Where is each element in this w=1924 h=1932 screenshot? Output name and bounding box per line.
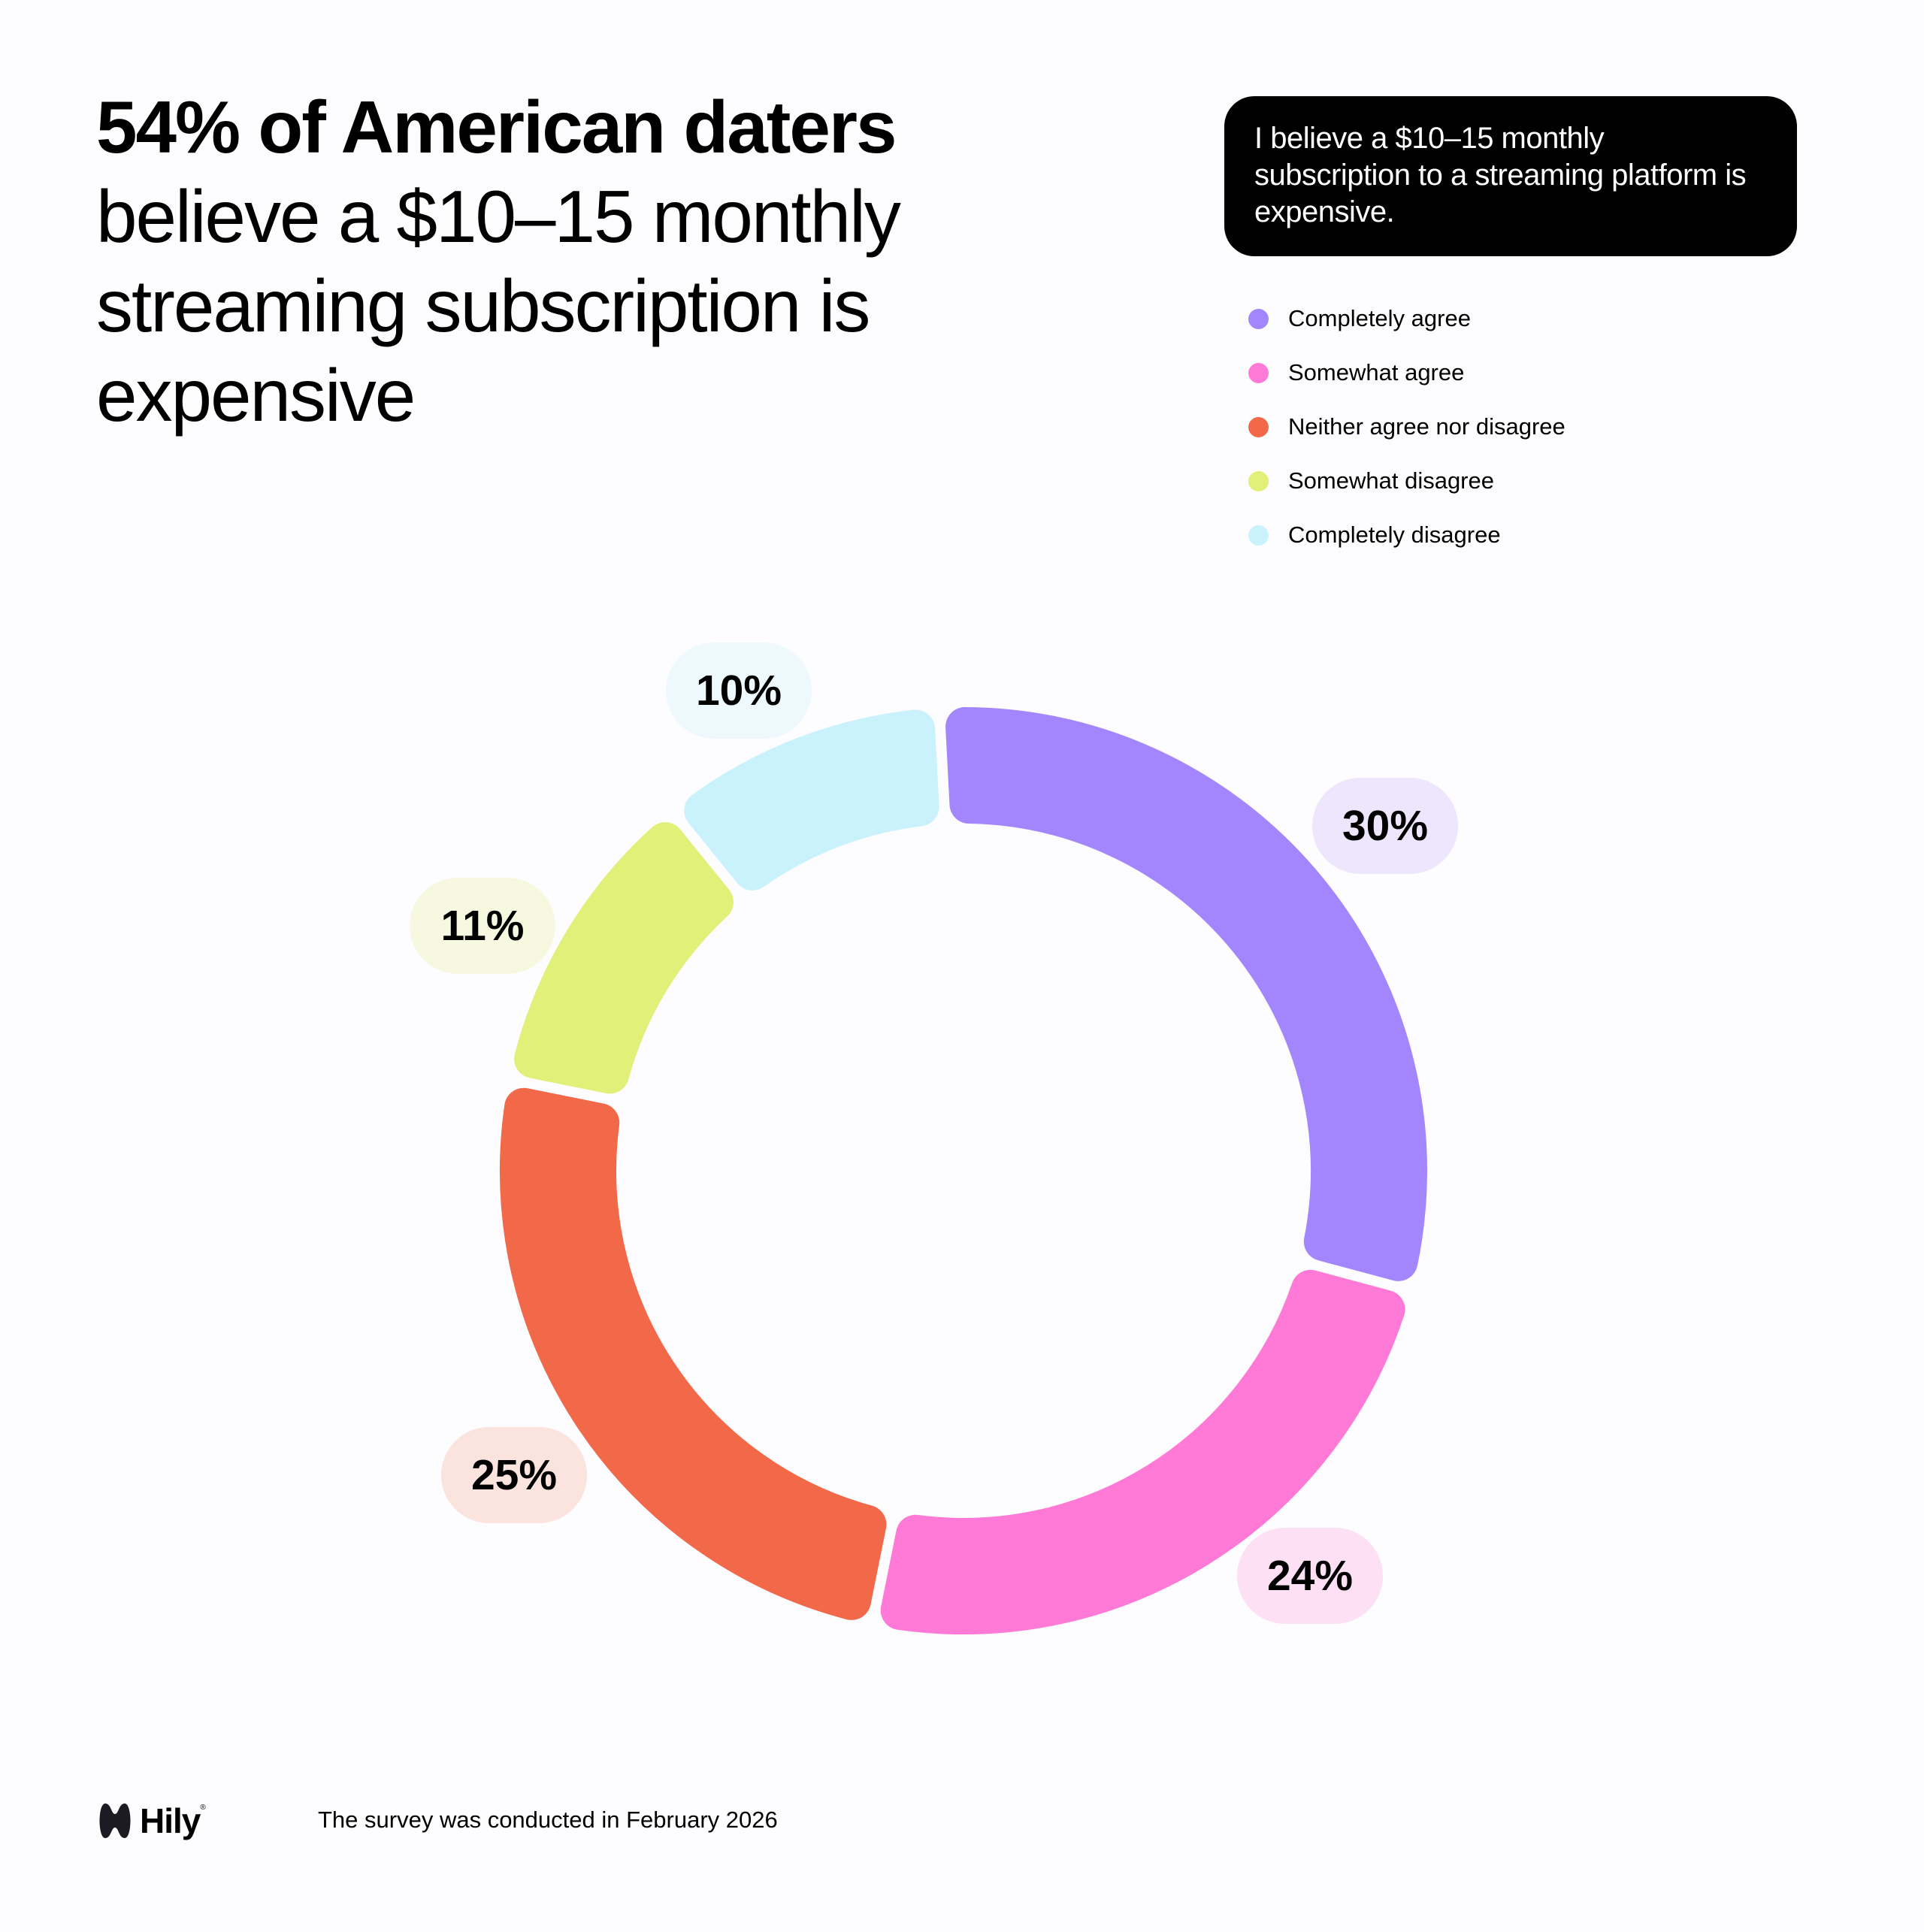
legend-item: Completely agree	[1248, 292, 1566, 346]
legend-item: Completely disagree	[1248, 508, 1566, 562]
page-title: 54% of American daters believe a $10–15 …	[96, 83, 1073, 440]
data-label-neither: 25%	[441, 1427, 587, 1523]
title-bold: 54% of American daters	[96, 86, 897, 168]
legend-label: Neither agree nor disagree	[1288, 413, 1566, 440]
legend-dot-icon	[1248, 470, 1269, 491]
data-label-somewhat-agree: 24%	[1237, 1528, 1383, 1624]
legend-dot-icon	[1248, 416, 1269, 437]
donut-segment-completely-disagree	[684, 709, 939, 890]
legend-item: Neither agree nor disagree	[1248, 400, 1566, 454]
legend-label: Completely agree	[1288, 305, 1471, 331]
legend-label: Somewhat disagree	[1288, 467, 1494, 494]
legend: Completely agree Somewhat agree Neither …	[1248, 292, 1566, 562]
logo-wordmark: Hily	[140, 1801, 201, 1840]
legend-label: Completely disagree	[1288, 522, 1501, 548]
legend-label: Somewhat agree	[1288, 359, 1465, 385]
donut-segment-neither	[500, 1087, 887, 1620]
legend-dot-icon	[1248, 525, 1269, 546]
hily-logo: Hily ®	[96, 1800, 206, 1841]
data-label-somewhat-disagree: 11%	[410, 878, 555, 974]
hily-logo-icon	[99, 1804, 131, 1838]
survey-footnote: The survey was conducted in February 202…	[318, 1807, 778, 1833]
legend-item: Somewhat agree	[1248, 346, 1566, 400]
question-callout: I believe a $10–15 monthly subscription …	[1224, 96, 1797, 256]
logo-registered: ®	[200, 1804, 206, 1812]
data-label-completely-agree: 30%	[1312, 778, 1458, 874]
legend-dot-icon	[1248, 308, 1269, 329]
data-label-completely-disagree: 10%	[666, 642, 812, 739]
donut-segment-somewhat-agree	[880, 1269, 1405, 1634]
legend-dot-icon	[1248, 362, 1269, 383]
donut-segment-somewhat-disagree	[514, 822, 734, 1094]
donut-segment-completely-agree	[945, 707, 1427, 1281]
legend-item: Somewhat disagree	[1248, 454, 1566, 508]
title-rest: believe a $10–15 monthly streaming subsc…	[96, 175, 901, 437]
